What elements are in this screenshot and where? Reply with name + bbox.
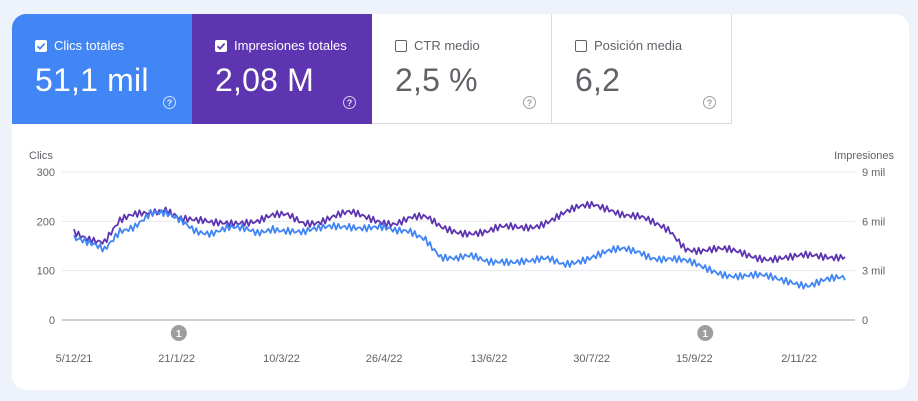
checkbox-icon[interactable]	[35, 39, 47, 52]
series-line-impresiones	[73, 200, 846, 264]
x-ticks: 5/12/21 21/1/22 10/3/22 26/4/22 13/6/22 30/7/…	[56, 353, 817, 365]
y-left-ticks: 0 100 200 300	[37, 167, 55, 327]
grid	[62, 171, 855, 321]
y-right-ticks: 0 3 mil 6 mil 9 mil	[862, 167, 885, 327]
x-tick-label: 10/3/22	[263, 353, 300, 365]
tab-total-clicks[interactable]: Clics totales 51,1 mil ?	[12, 14, 192, 124]
annotation-marker	[170, 325, 187, 341]
y-left-tick-label: 0	[49, 315, 55, 327]
series-lines	[73, 200, 846, 290]
checkbox-icon[interactable]	[575, 39, 587, 52]
help-icon[interactable]: ?	[343, 96, 356, 109]
checkbox-icon[interactable]	[395, 39, 407, 52]
y-left-tick-label: 100	[37, 266, 55, 278]
x-tick-label: 5/12/21	[56, 353, 93, 365]
metric-tabs: Clics totales 51,1 mil ? Impresiones tot…	[12, 14, 732, 124]
x-tick-label: 26/4/22	[366, 353, 403, 365]
y-left-axis-label: Clics	[29, 150, 53, 162]
x-tick-label: 15/9/22	[676, 353, 713, 365]
help-icon[interactable]: ?	[523, 96, 536, 109]
tab-average-position[interactable]: Posición media 6,2 ?	[552, 14, 732, 124]
y-right-tick-label: 9 mil	[862, 167, 885, 179]
x-tick-label: 30/7/22	[573, 353, 610, 365]
y-right-tick-label: 3 mil	[862, 266, 885, 278]
annotation-label: 1	[702, 329, 708, 340]
metric-value: 2,08 M	[215, 62, 315, 98]
tab-average-ctr[interactable]: CTR medio 2,5 % ?	[372, 14, 552, 124]
annotation-label: 1	[176, 329, 182, 340]
series-line-clics	[73, 209, 846, 290]
annotation-marker	[697, 325, 714, 341]
y-right-axis-label: Impresiones	[834, 150, 894, 162]
help-icon[interactable]: ?	[163, 96, 176, 109]
performance-card: Clics totales 51,1 mil ? Impresiones tot…	[12, 14, 909, 390]
y-right-tick-label: 6 mil	[862, 216, 885, 228]
help-icon[interactable]: ?	[703, 96, 716, 109]
metric-value: 51,1 mil	[35, 62, 149, 98]
metric-value: 2,5 %	[395, 62, 478, 98]
y-left-tick-label: 200	[37, 216, 55, 228]
tab-total-impressions[interactable]: Impresiones totales 2,08 M ?	[192, 14, 372, 124]
y-left-tick-label: 300	[37, 167, 55, 179]
x-tick-label: 21/1/22	[158, 353, 195, 365]
y-right-tick-label: 0	[862, 315, 868, 327]
checkbox-icon[interactable]	[215, 39, 227, 52]
x-tick-label: 13/6/22	[471, 353, 508, 365]
x-tick-label: 2/11/22	[781, 353, 817, 365]
metric-value: 6,2	[575, 62, 621, 98]
